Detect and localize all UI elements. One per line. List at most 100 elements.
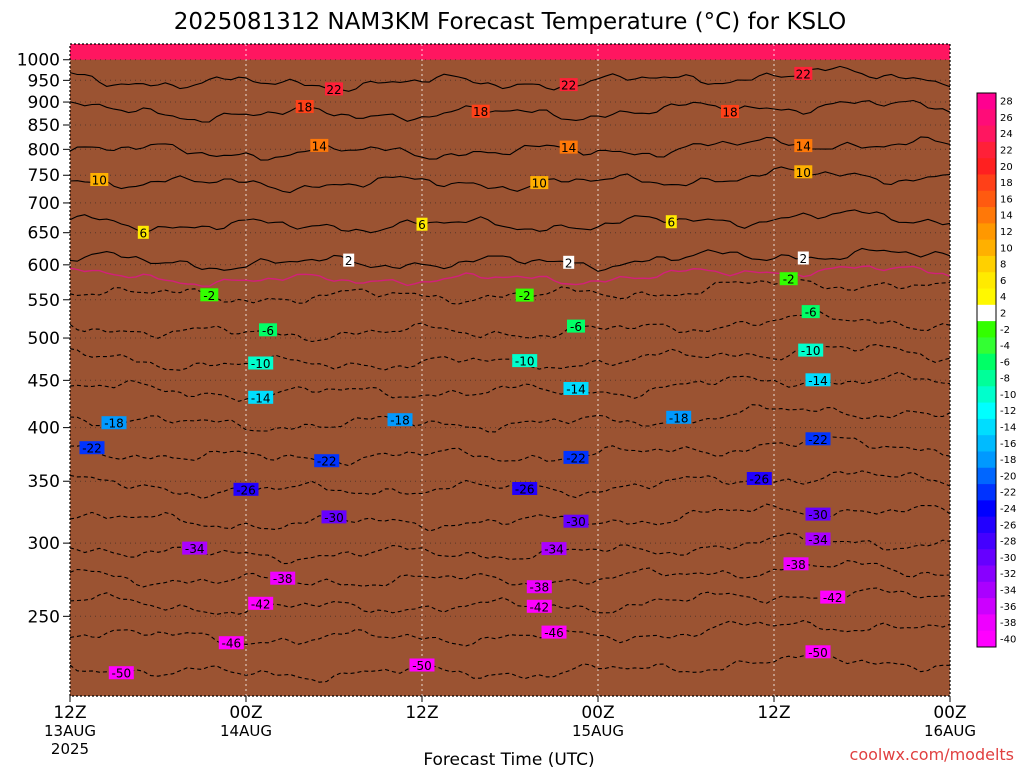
colorbar-label: 16 xyxy=(1000,194,1013,205)
contour-label: -6 xyxy=(262,324,274,338)
contour-label-bg xyxy=(794,165,813,179)
contour-label: -6 xyxy=(570,320,582,334)
colorbar-label: -16 xyxy=(1000,439,1016,450)
contour-label-bg xyxy=(665,215,677,229)
contour-label-bg xyxy=(805,507,831,521)
contour-label-bg xyxy=(270,571,296,585)
colorbar-label: -40 xyxy=(1000,634,1016,645)
colorbar-swatch xyxy=(977,565,996,583)
temperature-band xyxy=(70,44,950,48)
colorbar-label: -38 xyxy=(1000,618,1016,629)
contour-label-bg xyxy=(200,288,219,302)
colorbar-label: -34 xyxy=(1000,586,1016,597)
contour-label-bg xyxy=(409,658,435,672)
isotherm-line xyxy=(70,503,950,532)
contour-label: 18 xyxy=(722,106,737,120)
contour-label-bg xyxy=(541,625,567,639)
colorbar-swatch xyxy=(977,304,996,322)
contour-label-bg xyxy=(295,100,314,113)
plot-frame xyxy=(69,43,951,697)
colorbar-swatch xyxy=(977,174,996,192)
contour-label-bg xyxy=(471,104,490,118)
contour-label: -30 xyxy=(566,515,586,529)
colorbar-swatch xyxy=(977,321,996,338)
x-tick-label: 12Z xyxy=(757,703,790,723)
x-tick-date: 16AUG xyxy=(924,722,976,740)
colorbar-label: -24 xyxy=(1000,504,1016,515)
contour-label-bg xyxy=(90,173,109,186)
contour-label-bg xyxy=(805,432,831,446)
contour-label-bg xyxy=(783,557,809,571)
contour-label: 6 xyxy=(139,226,147,240)
contour-label-bg xyxy=(512,354,538,368)
x-tick-date: 15AUG xyxy=(572,722,624,740)
y-tick-label: 850 xyxy=(28,116,60,136)
y-tick-label: 500 xyxy=(28,329,60,349)
temperature-band xyxy=(70,56,950,60)
credit-link[interactable]: coolwx.com/modelts xyxy=(850,745,1014,764)
contour-label: -42 xyxy=(251,597,271,611)
contour-label: -50 xyxy=(412,659,432,673)
contour-label-bg xyxy=(325,82,343,96)
colorbar-swatch xyxy=(977,516,996,534)
colorbar-swatch xyxy=(977,353,996,371)
contour-label-bg xyxy=(563,382,589,395)
contour-label: -38 xyxy=(786,558,806,572)
contour-label: -10 xyxy=(251,357,271,371)
contour-label: 14 xyxy=(312,139,327,153)
colorbar-swatch xyxy=(977,272,996,289)
contour-label-bg xyxy=(801,305,820,319)
colorbar-swatch xyxy=(977,614,996,632)
contour-label-bg xyxy=(526,580,552,594)
colorbar-swatch xyxy=(977,109,996,126)
contour-label: -18 xyxy=(390,414,410,428)
colorbar-swatch xyxy=(977,255,996,273)
colorbar-label: -20 xyxy=(1000,471,1016,482)
contour-label: 22 xyxy=(796,67,811,81)
contour-label-bg xyxy=(559,78,578,92)
contour-label: -26 xyxy=(515,483,535,497)
colorbar-swatch xyxy=(977,532,996,550)
colorbar-label: -14 xyxy=(1000,423,1016,434)
colorbar-label: -10 xyxy=(1000,390,1016,401)
contour-label: -10 xyxy=(801,344,821,358)
y-tick-label: 350 xyxy=(28,472,60,492)
contour-label-bg xyxy=(563,255,575,269)
contour-label-bg xyxy=(248,596,274,610)
colorbar-label: 2 xyxy=(1000,309,1006,320)
x-tick-year: 2025 xyxy=(51,740,89,758)
temperature-band xyxy=(70,50,950,54)
chart-title: 2025081312 NAM3KM Forecast Temperature (… xyxy=(174,9,846,35)
contour-label-bg xyxy=(416,217,428,231)
contour-labels: -50-50-50-46-46-42 -42-42-38-38-38-34 -34-… xyxy=(79,66,846,681)
contour-label-bg xyxy=(820,590,846,604)
contour-label: -34 xyxy=(185,542,205,556)
colorbar-frame xyxy=(976,92,997,648)
colorbar-label: 20 xyxy=(1000,162,1013,173)
colorbar-swatch xyxy=(977,484,996,501)
colorbar-label: -18 xyxy=(1000,455,1016,466)
y-tick-label: 1000 xyxy=(17,51,60,71)
colorbar-label: 6 xyxy=(1000,276,1006,287)
contour-label: -10 xyxy=(515,355,535,369)
colorbar-swatch xyxy=(977,402,996,420)
x-tick-label: 12Z xyxy=(405,703,438,723)
x-tick-date: 13AUG xyxy=(44,722,96,740)
colorbar-swatch xyxy=(977,190,996,208)
x-tick-label: 12Z xyxy=(53,703,86,723)
isotherm-line xyxy=(70,404,950,433)
y-tick-label: 950 xyxy=(28,71,60,91)
y-tick-label: 750 xyxy=(28,166,60,186)
isotherm-line xyxy=(70,470,950,499)
contour-label-bg xyxy=(666,410,692,424)
contour-label-bg xyxy=(779,272,798,286)
contour-label-bg xyxy=(310,138,329,152)
contour-label: -38 xyxy=(273,572,293,586)
contour-label-bg xyxy=(79,441,105,455)
contour-label-bg xyxy=(530,176,549,190)
colorbar-label: -2 xyxy=(1000,325,1010,336)
contour-label: 18 xyxy=(297,101,312,115)
colorbar-label: 22 xyxy=(1000,146,1013,157)
y-tick-label: 800 xyxy=(28,140,60,160)
colorbar-label: -36 xyxy=(1000,602,1016,613)
